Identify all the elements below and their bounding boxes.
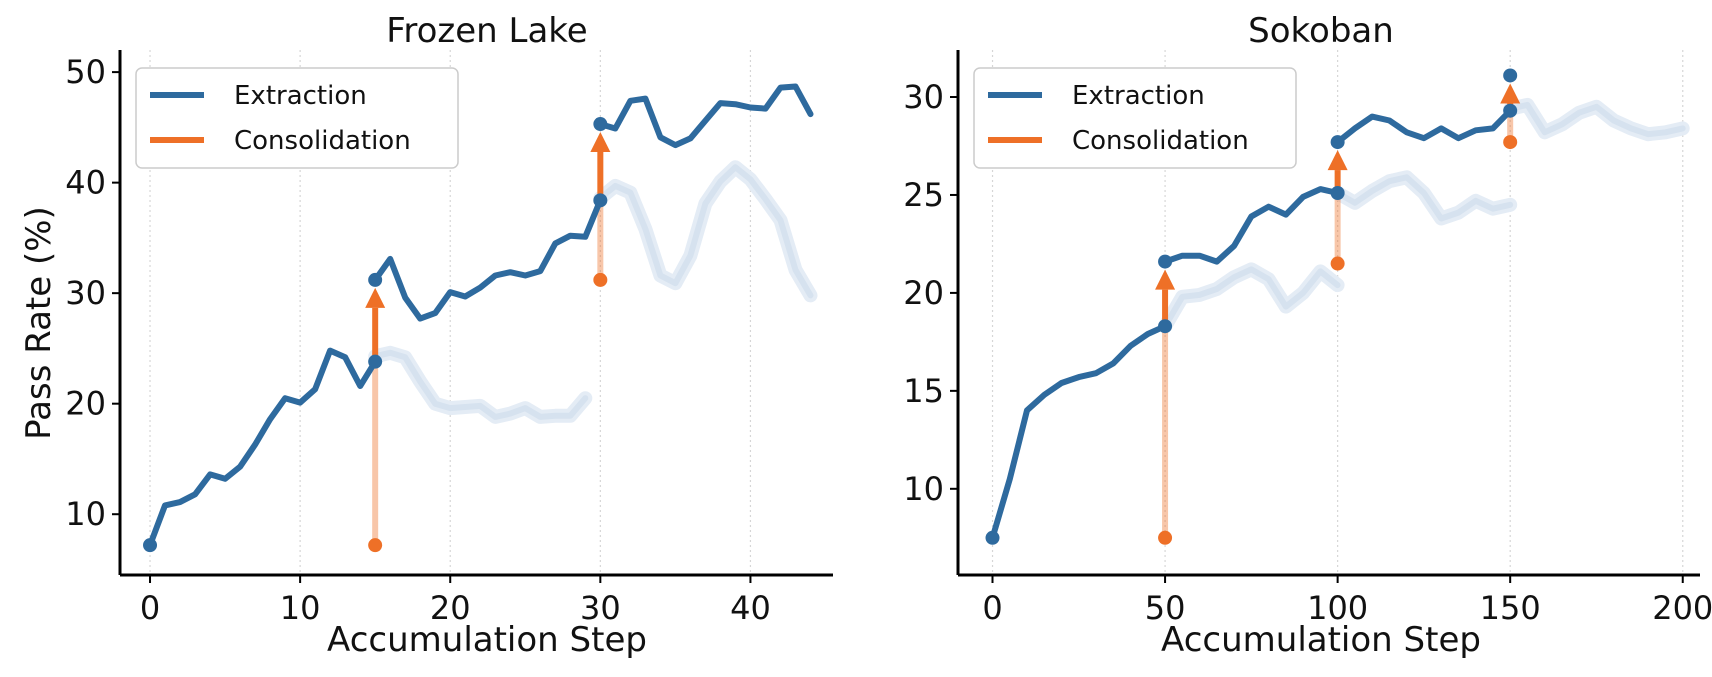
x-tick-label: 10 — [280, 589, 321, 627]
x-tick-label: 20 — [430, 589, 471, 627]
y-tick-label: 10 — [65, 495, 106, 533]
consolidation-lines — [1155, 83, 1521, 538]
legend-label-consolidation: Consolidation — [234, 126, 411, 156]
extraction-marker — [985, 530, 1000, 545]
extraction-marker — [368, 272, 383, 287]
consolidation-lines — [365, 132, 611, 546]
legend: Extraction Consolidation — [973, 67, 1297, 169]
faded-line — [372, 349, 589, 420]
x-tick-label: 0 — [140, 589, 160, 627]
consolidation-arrow-head — [1500, 83, 1521, 104]
extraction-marker — [1158, 319, 1173, 334]
extraction-marker — [1330, 186, 1345, 201]
extraction-marker — [143, 538, 158, 553]
chart-title: Sokoban — [1248, 11, 1394, 51]
extraction-lines — [147, 83, 814, 549]
y-tick-label: 20 — [903, 274, 944, 312]
consolidation-arrow-head — [590, 132, 611, 153]
y-tick-label: 30 — [903, 78, 944, 116]
faded-band — [593, 160, 818, 303]
extraction-marker — [1503, 103, 1518, 118]
markers — [985, 68, 1518, 545]
faded-line — [1162, 266, 1341, 330]
y-tick-label: 30 — [65, 274, 106, 312]
extraction-line — [1334, 107, 1514, 146]
ticks: 0 50 100 150 200 10 15 20 25 30 — [903, 78, 1712, 627]
x-tick-label: 40 — [730, 589, 771, 627]
consolidation-arrow-head — [1155, 269, 1176, 290]
y-tick-label: 50 — [65, 53, 106, 91]
extraction-line — [1162, 186, 1341, 265]
extraction-marker — [368, 354, 383, 369]
consolidation-marker — [1503, 135, 1518, 150]
y-axis-label: Pass Rate (%) — [19, 206, 59, 440]
x-tick-label: 150 — [1480, 589, 1541, 627]
x-tick-label: 100 — [1307, 589, 1368, 627]
markers — [143, 117, 608, 553]
faded-line — [1334, 174, 1514, 222]
extraction-marker — [1503, 68, 1518, 83]
legend-label-consolidation: Consolidation — [1072, 126, 1249, 156]
extraction-line — [147, 347, 379, 549]
legend-box — [135, 67, 459, 169]
x-tick-label: 200 — [1652, 589, 1712, 627]
panel-frozen-lake: Frozen Lake Accumulation Step Pass Rate … — [19, 11, 833, 660]
legend-label-extraction: Extraction — [234, 81, 367, 111]
legend-box — [973, 67, 1297, 169]
faded-line — [1507, 101, 1686, 138]
consolidation-marker — [593, 272, 608, 287]
chart-title: Frozen Lake — [386, 11, 587, 51]
faded-lines — [368, 160, 818, 424]
x-tick-label: 30 — [580, 589, 621, 627]
consolidation-arrow-head — [365, 287, 386, 308]
extraction-line — [372, 197, 604, 322]
ticks: 0 10 20 30 40 10 20 30 40 50 — [65, 53, 771, 627]
axes — [956, 50, 1700, 577]
axes — [118, 50, 833, 577]
extraction-marker — [1330, 135, 1345, 150]
y-tick-label: 15 — [903, 372, 944, 410]
extraction-line — [989, 323, 1169, 541]
consolidation-arrow-head — [1327, 150, 1348, 171]
y-tick-label: 10 — [903, 470, 944, 508]
extraction-marker — [1158, 254, 1173, 269]
x-tick-label: 0 — [982, 589, 1002, 627]
panel-sokoban: Sokoban Accumulation Step 0 50 100 150 200 10… — [903, 11, 1712, 660]
faded-line — [597, 164, 814, 299]
y-tick-label: 25 — [903, 176, 944, 214]
legend-label-extraction: Extraction — [1072, 81, 1205, 111]
consolidation-marker — [1158, 530, 1173, 545]
x-axis-label: Accumulation Step — [327, 620, 647, 660]
extraction-marker — [593, 193, 608, 208]
faded-lines — [1158, 97, 1690, 334]
x-axis-label: Accumulation Step — [1161, 620, 1481, 660]
extraction-marker — [593, 117, 608, 132]
extraction-line — [597, 83, 814, 149]
consolidation-marker — [1330, 256, 1345, 271]
y-tick-label: 20 — [65, 385, 106, 423]
consolidation-marker — [368, 538, 383, 553]
legend: Extraction Consolidation — [135, 67, 459, 169]
y-tick-label: 40 — [65, 164, 106, 202]
extraction-lines — [989, 107, 1514, 541]
x-tick-label: 50 — [1145, 589, 1186, 627]
